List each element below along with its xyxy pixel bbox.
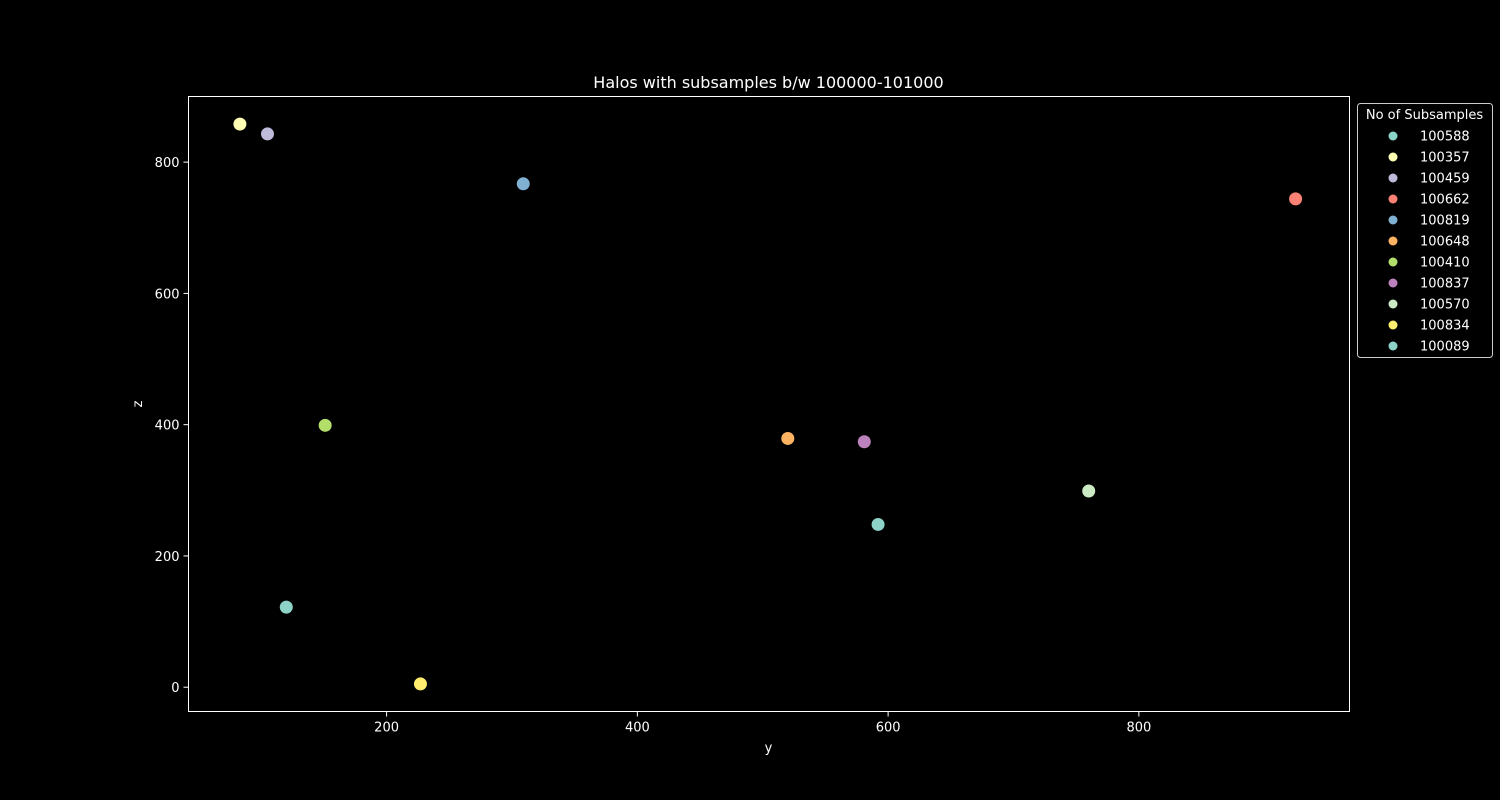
legend-label: 100837	[1420, 277, 1470, 292]
y-tick-label: 600	[155, 287, 180, 302]
data-point-100588	[871, 517, 885, 531]
data-point-100089	[279, 600, 293, 614]
legend-title: No of Subsamples	[1366, 108, 1483, 123]
x-tick-label: 400	[625, 721, 650, 736]
legend-marker-100089	[1388, 341, 1398, 351]
data-point-100648	[781, 431, 795, 445]
legend-box	[1357, 103, 1493, 358]
y-axis-label: z	[131, 400, 146, 407]
y-tick-label: 800	[155, 156, 180, 171]
legend-label: 100819	[1420, 214, 1470, 229]
legend-label: 100834	[1420, 319, 1470, 334]
legend-label: 100570	[1420, 298, 1470, 313]
x-tick-label: 600	[876, 721, 901, 736]
x-tick-label: 200	[374, 721, 399, 736]
data-point-100834	[413, 677, 427, 691]
plot-area	[188, 96, 1350, 712]
legend-marker-100410	[1388, 257, 1398, 267]
legend-marker-100459	[1388, 173, 1398, 183]
legend-label: 100459	[1420, 172, 1470, 187]
y-tick-label: 400	[155, 419, 180, 434]
legend: No of Subsamples 100588 100357 100459 10066…	[1357, 103, 1493, 358]
legend-label: 100357	[1420, 151, 1470, 166]
data-point-100662	[1289, 192, 1303, 206]
data-point-100459	[260, 127, 274, 141]
data-point-100837	[857, 435, 871, 449]
legend-items: 100588 100357 100459 100662 100819 100648 1004…	[1388, 130, 1470, 355]
x-axis-label: y	[765, 741, 773, 756]
legend-marker-100588	[1388, 131, 1398, 141]
y-tick-label: 0	[171, 681, 179, 696]
chart-title: Halos with subsamples b/w 100000-101000	[593, 73, 943, 92]
y-axis: 0 200 400 600 800	[155, 156, 189, 696]
legend-marker-100570	[1388, 299, 1398, 309]
legend-marker-100662	[1388, 194, 1398, 204]
x-axis: 200 400 600 800	[374, 711, 1151, 736]
legend-marker-100648	[1388, 236, 1398, 246]
x-tick-label: 800	[1126, 721, 1151, 736]
legend-marker-100837	[1388, 278, 1398, 288]
legend-marker-100834	[1388, 320, 1398, 330]
data-point-100819	[516, 177, 530, 191]
y-tick-label: 200	[155, 550, 180, 565]
legend-label: 100588	[1420, 130, 1470, 145]
legend-label: 100648	[1420, 235, 1470, 250]
data-point-100357	[233, 117, 247, 131]
legend-label: 100410	[1420, 256, 1470, 271]
legend-marker-100819	[1388, 215, 1398, 225]
legend-label: 100089	[1420, 340, 1470, 355]
legend-label: 100662	[1420, 193, 1470, 208]
data-point-100410	[318, 418, 332, 432]
data-points	[233, 117, 1303, 691]
data-point-100570	[1082, 484, 1096, 498]
legend-marker-100357	[1388, 152, 1398, 162]
